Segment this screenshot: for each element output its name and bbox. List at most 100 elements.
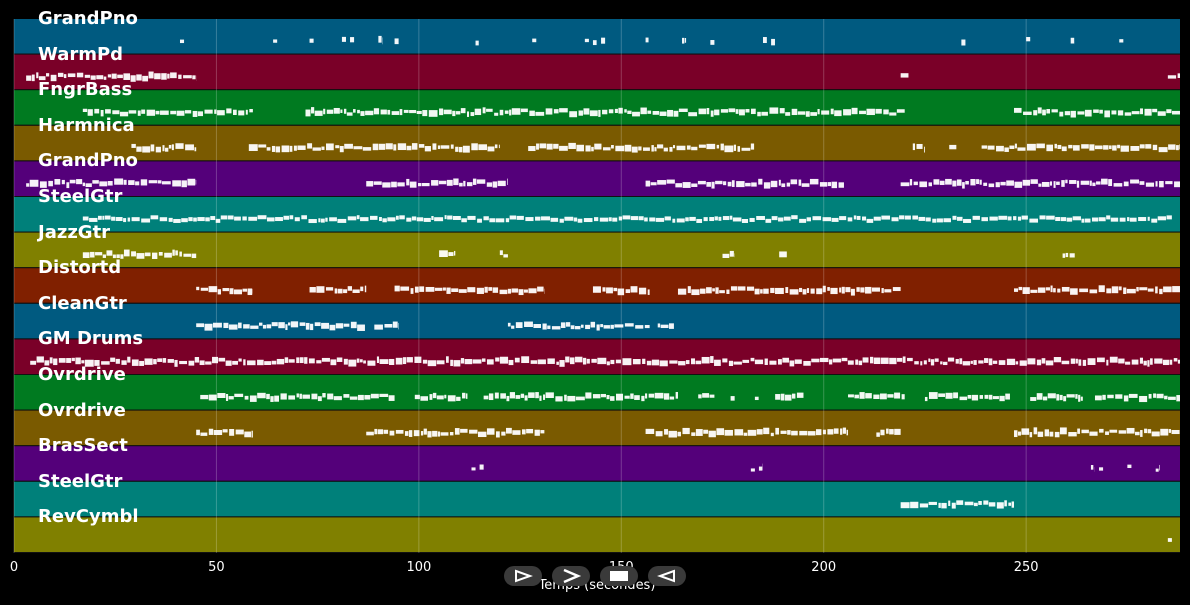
note <box>682 37 685 44</box>
note <box>459 182 463 187</box>
note <box>956 216 963 221</box>
note <box>155 110 160 115</box>
note <box>1045 360 1054 366</box>
note <box>136 253 145 259</box>
note <box>1046 215 1055 220</box>
note <box>168 217 173 222</box>
note <box>812 216 822 221</box>
note <box>185 144 194 151</box>
note <box>471 467 476 471</box>
note <box>972 215 980 220</box>
note <box>131 217 140 222</box>
note <box>288 395 296 400</box>
note <box>334 288 338 294</box>
note <box>439 250 448 258</box>
track-label: JazzGtr <box>38 221 111 243</box>
note <box>238 110 245 116</box>
note <box>520 393 525 398</box>
note <box>1038 183 1042 187</box>
note <box>856 287 860 292</box>
note <box>638 216 644 221</box>
note <box>1045 287 1051 291</box>
note <box>676 218 685 223</box>
note <box>1076 180 1080 188</box>
note <box>547 325 551 330</box>
note <box>791 108 798 116</box>
note <box>673 110 679 117</box>
note <box>883 109 889 115</box>
note <box>582 357 587 365</box>
note <box>928 358 931 362</box>
note <box>326 109 334 114</box>
note <box>802 289 807 295</box>
note <box>95 252 103 256</box>
track-label: SteelGtr <box>38 186 123 207</box>
note <box>335 323 344 329</box>
note <box>208 428 214 435</box>
note <box>479 464 484 470</box>
note <box>176 110 185 116</box>
note <box>1167 538 1172 542</box>
note <box>714 109 720 116</box>
note <box>146 109 156 116</box>
note <box>85 183 92 188</box>
note <box>406 145 412 151</box>
note <box>379 393 389 397</box>
note <box>827 182 832 187</box>
note <box>600 393 606 398</box>
note <box>592 394 601 399</box>
note <box>543 394 546 400</box>
note <box>1065 179 1068 184</box>
note <box>148 71 154 79</box>
note <box>939 180 945 186</box>
note <box>179 251 182 257</box>
note <box>594 217 599 222</box>
note <box>117 74 123 79</box>
note <box>716 428 725 436</box>
note <box>509 109 512 116</box>
note <box>325 143 334 151</box>
note <box>754 396 759 401</box>
note <box>474 108 482 116</box>
note <box>499 250 503 256</box>
note <box>36 356 44 363</box>
note <box>724 145 734 153</box>
play-button[interactable] <box>504 566 542 586</box>
note <box>199 360 205 366</box>
stop-button[interactable] <box>600 566 638 586</box>
note <box>341 36 346 42</box>
note <box>884 289 892 293</box>
note <box>608 217 612 222</box>
note <box>827 287 830 291</box>
note <box>494 144 498 149</box>
forward-button[interactable] <box>552 566 590 586</box>
note <box>750 108 756 115</box>
note <box>288 359 295 363</box>
note <box>678 108 688 112</box>
note <box>172 249 175 256</box>
note <box>569 111 578 118</box>
note <box>325 217 328 222</box>
note <box>67 73 76 78</box>
note <box>399 215 405 220</box>
note <box>1006 358 1016 366</box>
note <box>1061 360 1070 365</box>
note <box>1014 181 1023 188</box>
note <box>339 145 344 153</box>
note <box>443 109 452 115</box>
note <box>305 109 311 117</box>
note <box>706 287 712 294</box>
note <box>456 396 461 401</box>
note <box>244 395 249 400</box>
note <box>551 326 561 330</box>
note <box>141 218 151 223</box>
note <box>970 178 976 186</box>
note <box>798 287 803 293</box>
back-button[interactable] <box>648 566 686 586</box>
note <box>75 357 81 365</box>
note <box>453 178 459 186</box>
note <box>669 396 675 400</box>
note <box>1155 181 1158 187</box>
note <box>591 146 594 152</box>
note <box>900 73 909 78</box>
